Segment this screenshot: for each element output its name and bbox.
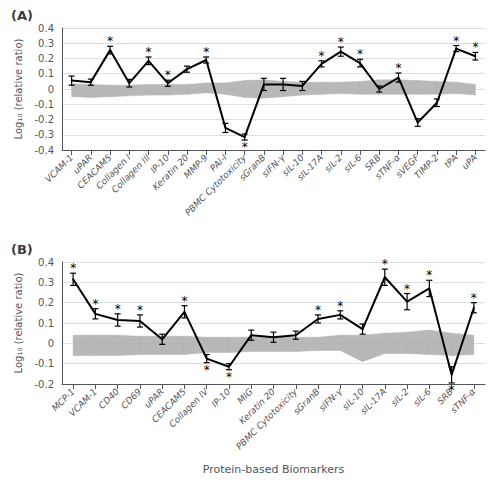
svg-text:*: * — [404, 282, 410, 296]
svg-text:sIFN-γ: sIFN-γ — [317, 386, 344, 413]
svg-text:sTNF-α: sTNF-α — [373, 152, 402, 182]
svg-text:0.4: 0.4 — [38, 257, 54, 268]
svg-text:*: * — [453, 34, 459, 48]
svg-text:*: * — [204, 363, 210, 377]
svg-text:tPA: tPA — [442, 152, 459, 169]
svg-text:*: * — [337, 299, 343, 313]
svg-text:*: * — [181, 294, 187, 308]
svg-text:*: * — [472, 40, 478, 54]
svg-text:*: * — [395, 61, 401, 75]
svg-text:0.1: 0.1 — [38, 68, 54, 79]
svg-text:uPAR: uPAR — [142, 386, 166, 410]
svg-text:*: * — [70, 261, 76, 275]
svg-text:*: * — [315, 303, 321, 317]
svg-text:0.2: 0.2 — [38, 53, 54, 64]
svg-text:*: * — [382, 257, 388, 271]
svg-text:TIMP-2: TIMP-2 — [412, 152, 440, 180]
svg-text:CD40: CD40 — [97, 386, 122, 411]
svg-text:sIL-2: sIL-2 — [323, 152, 345, 174]
svg-text:Keratin 20: Keratin 20 — [237, 386, 277, 427]
svg-text:0.3: 0.3 — [38, 277, 54, 288]
svg-text:sTNF-α: sTNF-α — [448, 386, 478, 416]
svg-text:sIL-17A: sIL-17A — [358, 386, 388, 416]
svg-text:Protein-based Biomarkers: Protein-based Biomarkers — [203, 463, 345, 476]
svg-text:*: * — [338, 35, 344, 49]
svg-text:0: 0 — [48, 84, 54, 95]
svg-text:*: * — [449, 383, 455, 397]
svg-text:*: * — [146, 45, 152, 59]
svg-text:sGranB: sGranB — [291, 386, 321, 416]
svg-text:sVEGF: sVEGF — [393, 152, 422, 180]
svg-text:Keratin 20: Keratin 20 — [150, 152, 191, 193]
svg-text:VCAM-1: VCAM-1 — [43, 152, 76, 185]
svg-text:*: * — [203, 45, 209, 59]
svg-text:0.3: 0.3 — [38, 38, 54, 49]
svg-text:(B): (B) — [11, 242, 33, 257]
svg-text:0: 0 — [48, 338, 54, 349]
svg-text:MMP-9: MMP-9 — [182, 152, 210, 180]
svg-text:Log₁₀ (relative ratio): Log₁₀ (relative ratio) — [13, 273, 24, 374]
svg-text:uPA: uPA — [460, 152, 479, 171]
svg-text:0.2: 0.2 — [38, 297, 54, 308]
svg-text:*: * — [471, 291, 477, 305]
svg-text:Collagen III: Collagen III — [110, 152, 153, 195]
svg-text:*: * — [137, 303, 143, 317]
svg-text:IP-10: IP-10 — [148, 152, 172, 176]
svg-text:IP-10: IP-10 — [210, 386, 233, 409]
svg-text:sIL-10: sIL-10 — [280, 152, 306, 179]
svg-text:-0.1: -0.1 — [34, 358, 54, 369]
svg-text:sIL-2: sIL-2 — [389, 386, 411, 408]
svg-text:SRB: SRB — [435, 386, 456, 407]
svg-text:(A): (A) — [11, 8, 33, 23]
svg-text:-0.2: -0.2 — [34, 379, 54, 390]
svg-text:uPAR: uPAR — [71, 152, 95, 176]
svg-text:CD69: CD69 — [119, 386, 144, 411]
svg-text:0.1: 0.1 — [38, 318, 54, 329]
svg-text:PBMC Cytotoxicity: PBMC Cytotoxicity — [234, 386, 300, 452]
svg-text:-0.4: -0.4 — [34, 145, 54, 156]
svg-text:-0.2: -0.2 — [34, 114, 54, 125]
svg-text:*: * — [226, 370, 232, 384]
svg-text:MCP-1: MCP-1 — [49, 386, 77, 414]
svg-text:-0.3: -0.3 — [34, 129, 54, 140]
svg-text:*: * — [115, 302, 121, 316]
svg-text:*: * — [242, 140, 248, 154]
svg-text:PBMC Cytotoxicity: PBMC Cytotoxicity — [183, 152, 249, 218]
svg-text:Log₁₀ (relative ratio): Log₁₀ (relative ratio) — [13, 39, 24, 140]
svg-text:sIL-17A: sIL-17A — [295, 152, 325, 182]
svg-text:VCAM-1: VCAM-1 — [67, 386, 99, 418]
svg-text:sIL-6: sIL-6 — [411, 386, 433, 408]
svg-text:sGranB: sGranB — [237, 152, 267, 182]
svg-text:MIG: MIG — [235, 386, 254, 405]
svg-text:sIL-6: sIL-6 — [342, 152, 364, 174]
svg-text:*: * — [165, 68, 171, 82]
svg-text:*: * — [107, 34, 113, 48]
svg-text:PAI-I: PAI-I — [208, 152, 229, 174]
svg-text:*: * — [319, 49, 325, 63]
svg-text:SRB: SRB — [362, 152, 383, 173]
svg-text:sIFN-γ: sIFN-γ — [259, 152, 287, 180]
svg-text:-0.1: -0.1 — [34, 99, 54, 110]
svg-text:*: * — [426, 268, 432, 282]
svg-text:sIL-10: sIL-10 — [340, 386, 367, 413]
svg-text:CEACAM5: CEACAM5 — [75, 152, 114, 191]
svg-text:0.4: 0.4 — [38, 23, 54, 34]
svg-text:*: * — [357, 47, 363, 61]
svg-text:CEACAM5: CEACAM5 — [149, 386, 188, 425]
svg-text:Collagen IV: Collagen IV — [167, 386, 211, 430]
svg-text:*: * — [92, 297, 98, 311]
